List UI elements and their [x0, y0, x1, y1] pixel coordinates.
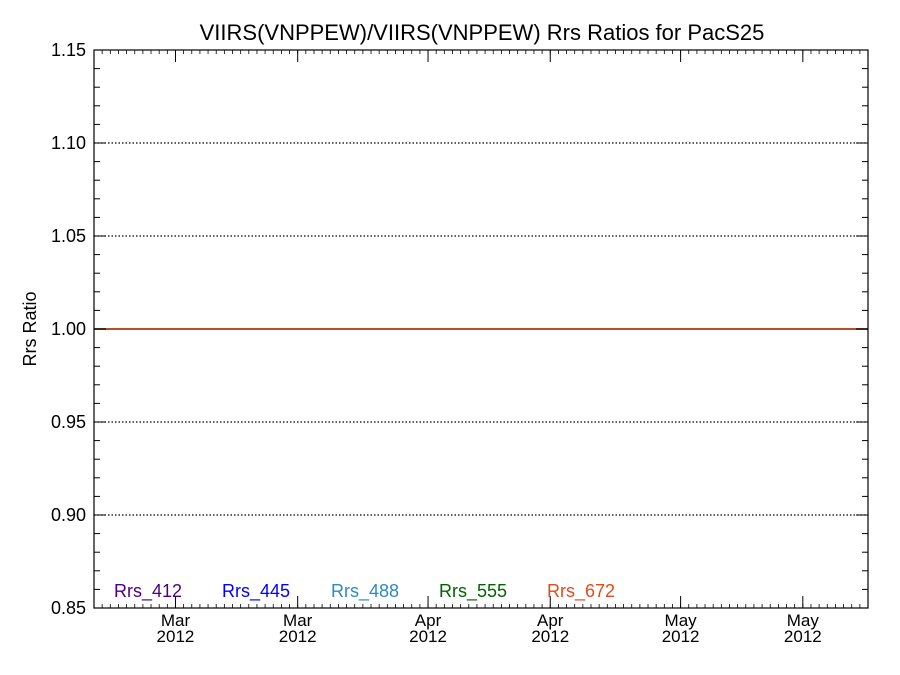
x-tick-year: 2012 [157, 627, 195, 646]
x-tick-month: Apr [537, 611, 564, 630]
legend: Rrs_412 Rrs_445 Rrs_488 Rrs_555 Rrs_672 [114, 581, 615, 602]
x-tick-year: 2012 [662, 627, 700, 646]
plot-frame [93, 49, 869, 609]
legend-item-rrs-412: Rrs_412 [114, 581, 182, 602]
legend-item-rrs-488: Rrs_488 [331, 581, 399, 602]
legend-item-rrs-555: Rrs_555 [439, 581, 507, 602]
legend-item-rrs-672: Rrs_672 [547, 581, 615, 602]
y-tick-label: 0.90 [51, 505, 86, 525]
legend-item-rrs-445: Rrs_445 [222, 581, 290, 602]
x-tick-month: May [787, 611, 820, 630]
chart-title: VIIRS(VNPPEW)/VIIRS(VNPPEW) Rrs Ratios f… [200, 20, 765, 45]
x-tick-year: 2012 [531, 627, 569, 646]
y-tick-label: 1.05 [51, 226, 86, 246]
y-tick-label: 0.95 [51, 412, 86, 432]
x-tick-labels: Mar2012Mar2012Apr2012Apr2012May2012May20… [157, 611, 822, 646]
axis-ticks [94, 49, 868, 609]
y-tick-label: 1.10 [51, 133, 86, 153]
x-tick-year: 2012 [279, 627, 317, 646]
y-tick-label: 1.15 [51, 40, 86, 60]
y-tick-label: 1.00 [51, 319, 86, 339]
x-tick-year: 2012 [784, 627, 822, 646]
y-tick-label: 0.85 [51, 598, 86, 618]
x-tick-month: Apr [415, 611, 442, 630]
y-axis-label: Rrs Ratio [20, 291, 40, 366]
x-tick-month: Mar [283, 611, 313, 630]
y-tick-labels: 0.85 0.90 0.95 1.00 1.05 1.10 1.15 [51, 40, 86, 618]
x-tick-year: 2012 [409, 627, 447, 646]
x-tick-month: May [665, 611, 698, 630]
x-tick-month: Mar [161, 611, 191, 630]
